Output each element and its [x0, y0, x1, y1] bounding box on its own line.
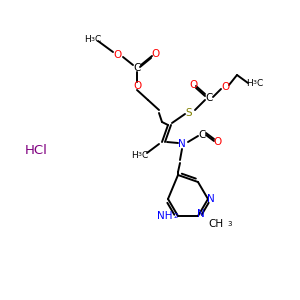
Text: NH: NH: [157, 211, 173, 221]
Text: C: C: [142, 151, 148, 160]
Text: 2: 2: [174, 213, 178, 219]
Text: C: C: [205, 93, 213, 103]
Text: C: C: [198, 130, 206, 140]
Text: 3: 3: [138, 152, 142, 157]
Text: C: C: [256, 79, 263, 88]
Text: CH: CH: [208, 219, 224, 229]
Text: H: H: [84, 35, 91, 44]
Text: 3: 3: [227, 221, 232, 227]
Text: O: O: [133, 81, 141, 91]
Text: O: O: [214, 137, 222, 147]
Text: H: H: [246, 79, 253, 88]
Text: O: O: [113, 50, 121, 60]
Text: O: O: [189, 80, 197, 90]
Text: C: C: [94, 35, 101, 44]
Text: 3: 3: [253, 80, 257, 85]
Text: HCl: HCl: [25, 143, 47, 157]
Text: O: O: [221, 82, 229, 92]
Text: N: N: [197, 209, 205, 219]
Text: 3: 3: [91, 37, 95, 42]
Text: O: O: [152, 49, 160, 59]
Text: H: H: [131, 151, 138, 160]
Text: S: S: [186, 108, 192, 118]
Text: N: N: [178, 139, 186, 149]
Text: C: C: [133, 63, 141, 73]
Text: N: N: [207, 194, 215, 204]
